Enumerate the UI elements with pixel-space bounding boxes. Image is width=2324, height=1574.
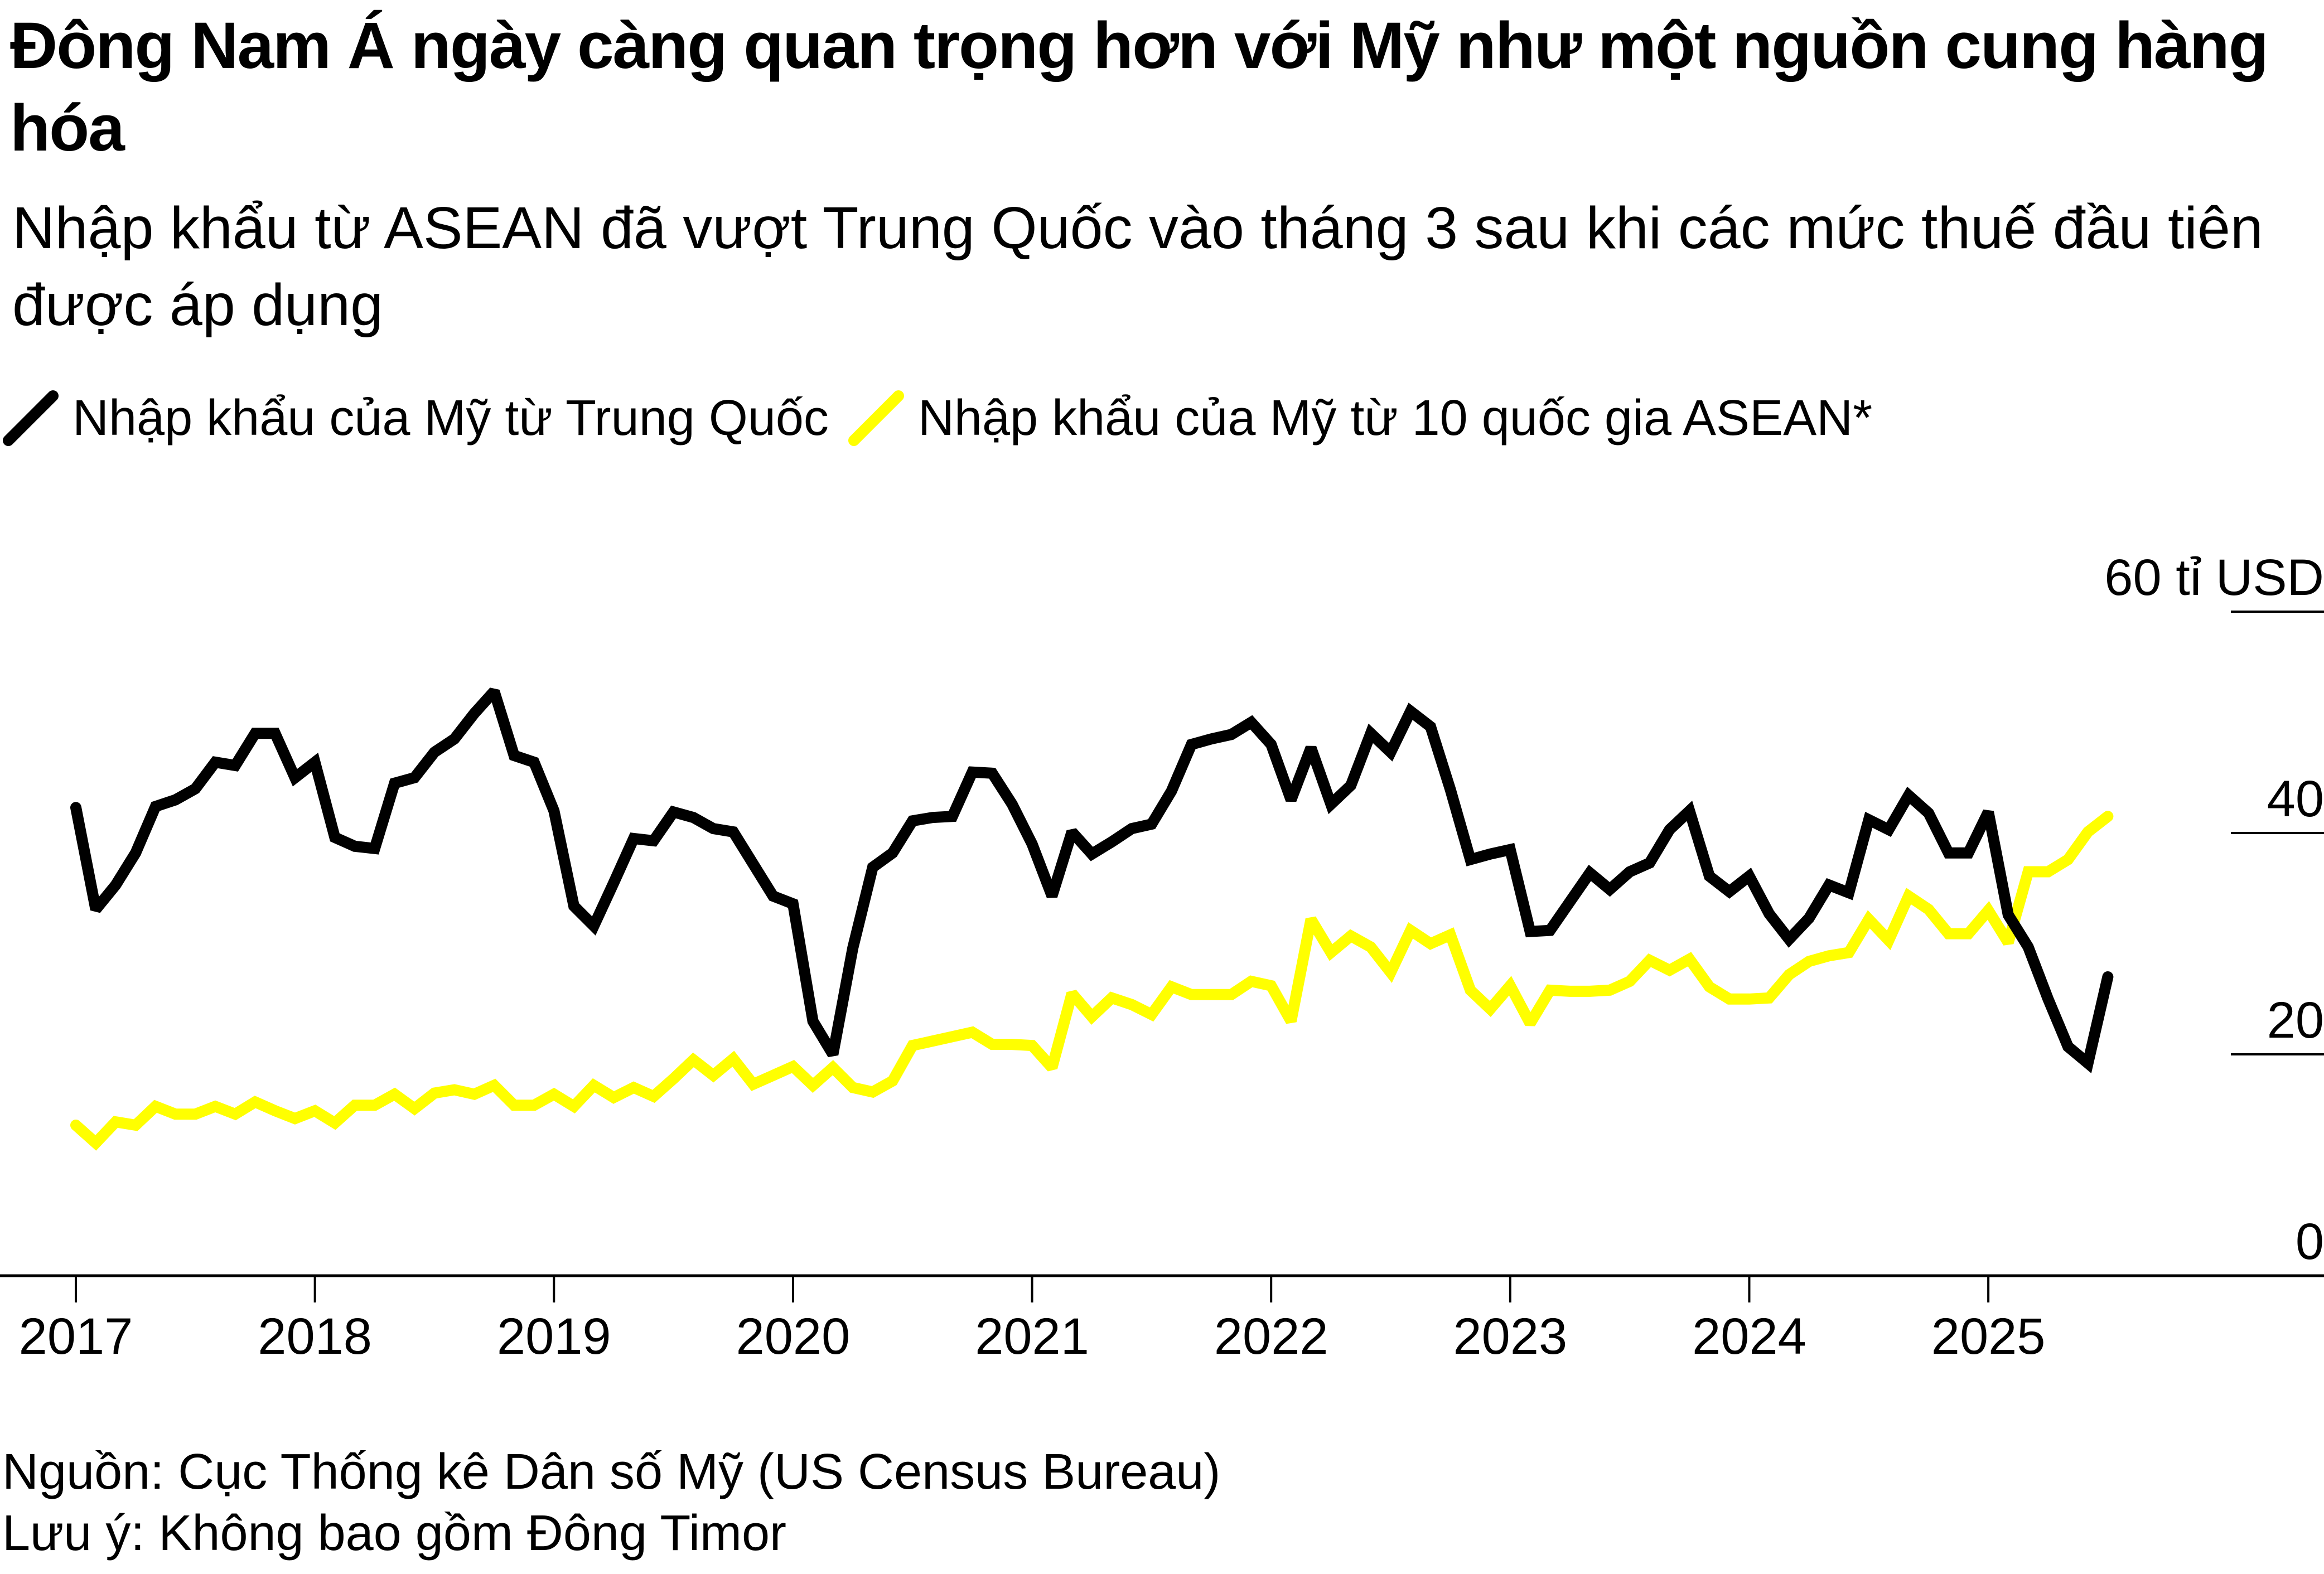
chart-subtitle: Nhập khẩu từ ASEAN đã vượt Trung Quốc và…: [12, 195, 2263, 338]
legend: Nhập khẩu của Mỹ từ Trung Quốc Nhập khẩu…: [0, 385, 1889, 452]
chart-title: Đông Nam Á ngày càng quan trọng hơn với …: [10, 9, 2269, 165]
series-line-asean: [70, 811, 2114, 1151]
y-tick-label: 0: [2296, 1213, 2324, 1270]
y-tick-label: 20: [2267, 992, 2324, 1049]
x-tick-label: 2023: [1453, 1308, 1568, 1365]
x-axis: 2017 2018 2019 2020 2021 2022 2023 2024 2025: [0, 1274, 2324, 1365]
series-line-china: [70, 687, 2114, 1074]
y-tick-label: 40: [2267, 771, 2324, 827]
series-lines: [70, 687, 2114, 1151]
legend-line-black-icon: [3, 390, 59, 446]
x-tick-label: 2019: [497, 1308, 611, 1365]
x-tick-label: 2020: [736, 1308, 851, 1365]
x-tick-label: 2017: [19, 1308, 133, 1365]
legend-label-asean: Nhập khẩu của Mỹ từ 10 quốc gia ASEAN*: [917, 390, 1873, 446]
x-tick-label: 2025: [1931, 1308, 2046, 1365]
y-axis: 0 20 40 60 tỉ USD: [2104, 549, 2324, 1270]
legend-line-yellow-icon: [848, 390, 904, 446]
source-note: Nguồn: Cục Thống kê Dân số Mỹ (US Census…: [2, 1444, 1221, 1500]
x-tick-label: 2024: [1692, 1308, 1806, 1365]
x-tick-label: 2022: [1214, 1308, 1328, 1365]
x-tick-label: 2018: [258, 1308, 372, 1365]
legend-item-china: Nhập khẩu của Mỹ từ Trung Quốc: [0, 388, 829, 449]
footnote: Lưu ý: Không bao gồm Đông Timor: [2, 1505, 787, 1561]
x-tick-label: 2021: [975, 1308, 1089, 1365]
y-tick-label: 60 tỉ USD: [2104, 549, 2324, 606]
legend-item-asean: Nhập khẩu của Mỹ từ 10 quốc gia ASEAN*: [845, 388, 1872, 449]
legend-label-china: Nhập khẩu của Mỹ từ Trung Quốc: [73, 390, 829, 446]
